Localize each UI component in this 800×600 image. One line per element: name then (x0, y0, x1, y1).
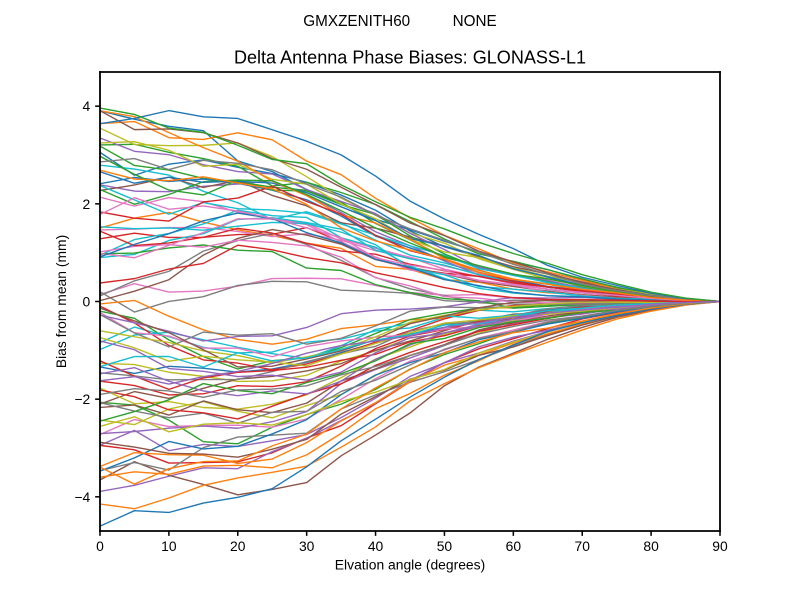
svg-text:80: 80 (643, 538, 659, 554)
svg-text:−4: −4 (74, 489, 90, 505)
svg-text:70: 70 (575, 538, 591, 554)
svg-text:Delta Antenna Phase Biases: GL: Delta Antenna Phase Biases: GLONASS-L1 (234, 48, 586, 68)
svg-text:60: 60 (506, 538, 522, 554)
svg-text:50: 50 (437, 538, 453, 554)
svg-text:40: 40 (368, 538, 384, 554)
svg-text:0: 0 (83, 294, 91, 310)
svg-text:Elvation angle (degrees): Elvation angle (degrees) (335, 556, 485, 572)
svg-text:2: 2 (83, 196, 91, 212)
svg-text:30: 30 (299, 538, 315, 554)
svg-text:20: 20 (230, 538, 246, 554)
svg-text:0: 0 (96, 538, 104, 554)
svg-text:−2: −2 (74, 391, 90, 407)
svg-text:90: 90 (712, 538, 728, 554)
svg-text:Bias from mean (mm): Bias from mean (mm) (53, 235, 69, 368)
svg-text:GMXZENITH60 NONE: GMXZENITH60 NONE (303, 13, 496, 30)
svg-text:4: 4 (83, 98, 91, 114)
svg-text:10: 10 (161, 538, 177, 554)
